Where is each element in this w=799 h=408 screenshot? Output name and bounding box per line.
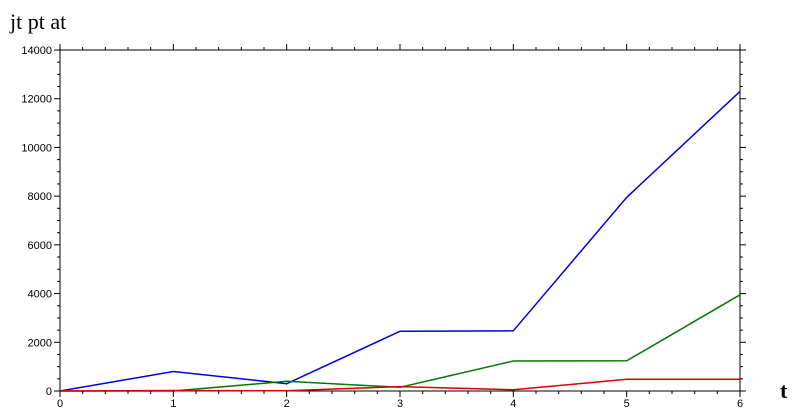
y-tick-label: 0 [46, 386, 52, 398]
ticks-layer: 0 2000 4000 6000 8000 10000 12000 14000 0 1 2 3 4 5 6 [21, 44, 746, 408]
x-axis-label: t [780, 378, 788, 403]
y-tick-label: 2000 [28, 337, 52, 349]
y-tick-label: 10000 [21, 142, 52, 154]
x-tick-label: 6 [737, 398, 743, 408]
y-tick-label: 8000 [28, 191, 52, 203]
x-tick-label: 4 [510, 398, 516, 408]
x-tick-label: 2 [284, 398, 290, 408]
y-tick-label: 6000 [28, 240, 52, 252]
series-layer [59, 90, 741, 392]
series-line-3 [59, 378, 740, 392]
y-tick-label: 14000 [21, 45, 52, 57]
x-tick-label: 1 [170, 398, 176, 408]
chart-title: jt pt at [9, 9, 66, 34]
series-line-1 [59, 90, 741, 392]
x-tick-label: 5 [624, 398, 630, 408]
y-tick-label: 12000 [21, 94, 52, 106]
x-tick-label: 3 [397, 398, 403, 408]
y-tick-label: 4000 [28, 289, 52, 301]
plot-axes [59, 49, 741, 392]
series-line-2 [60, 294, 741, 392]
plot-frame [59, 49, 741, 392]
x-tick-label: 0 [57, 398, 63, 408]
